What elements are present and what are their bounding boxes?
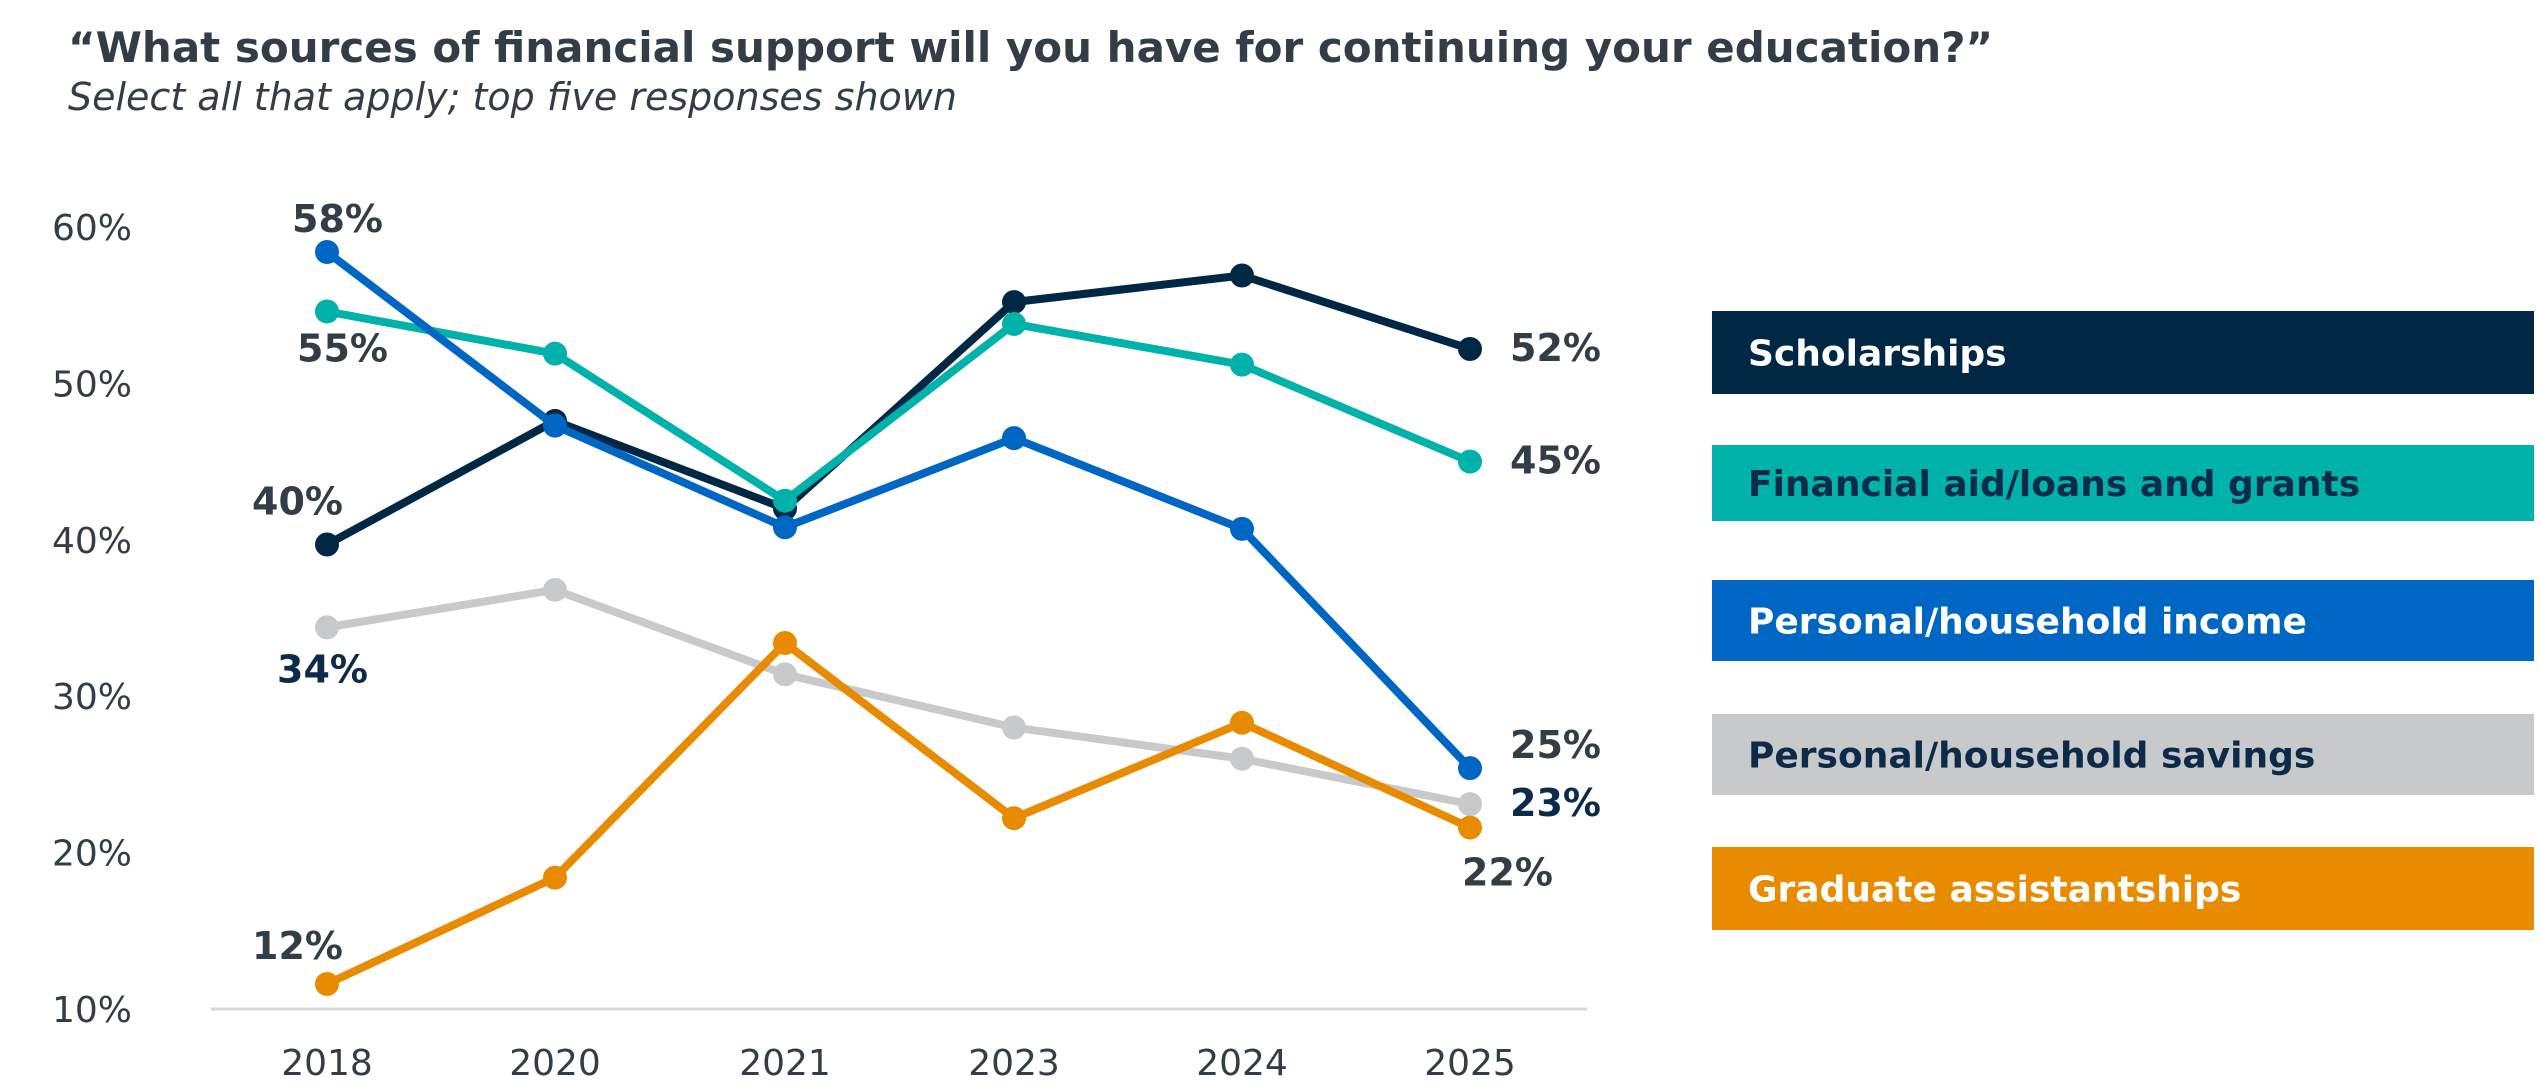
data-label: 40% <box>252 479 343 523</box>
data-point-personal-household-savings <box>773 662 797 687</box>
data-label: 58% <box>292 197 383 241</box>
data-point-personal-household-income <box>773 515 797 540</box>
data-point-financial-aid-loans-and-grants <box>1458 449 1482 474</box>
legend-label: Financial aid/loans and grants <box>1748 464 2360 505</box>
data-point-personal-household-savings <box>1002 715 1026 740</box>
legend-label: Personal/household income <box>1748 602 2307 643</box>
series-line-scholarships <box>325 271 1472 549</box>
data-label: 52% <box>1510 326 1601 370</box>
legend-item-personal-household-income: Personal/household income <box>1712 580 2534 661</box>
data-point-financial-aid-loans-and-grants <box>543 341 567 366</box>
data-label: 45% <box>1510 439 1601 483</box>
y-tick-label: 40% <box>52 521 132 562</box>
data-label: 12% <box>252 924 343 968</box>
x-tick-label: 2025 <box>1424 1043 1516 1084</box>
chart-title: “What sources of financial support will … <box>68 23 1993 72</box>
x-tick-label: 2024 <box>1196 1043 1288 1084</box>
data-point-scholarships <box>1002 290 1026 315</box>
data-label: 22% <box>1462 851 1553 895</box>
legend-swatch <box>1712 580 2534 661</box>
data-point-graduate-assistantships <box>1230 710 1254 735</box>
data-point-financial-aid-loans-and-grants <box>315 299 339 324</box>
series-line-personal-household-savings <box>326 585 1471 809</box>
data-point-scholarships <box>1458 336 1482 361</box>
data-point-personal-household-income <box>1230 516 1254 541</box>
data-label: 55% <box>297 326 388 370</box>
x-tick-label: 2018 <box>281 1043 373 1084</box>
data-point-graduate-assistantships <box>773 631 797 656</box>
y-tick-label: 30% <box>52 677 132 718</box>
legend-swatch <box>1712 714 2534 795</box>
data-point-personal-household-savings <box>1230 746 1254 771</box>
data-point-personal-household-income <box>1002 426 1026 451</box>
x-tick-label: 2021 <box>739 1043 831 1084</box>
legend-label: Graduate assistantships <box>1748 870 2241 911</box>
data-point-personal-household-savings <box>1458 792 1482 817</box>
chart-subtitle: Select all that apply; top five response… <box>68 75 957 119</box>
data-point-personal-household-income <box>315 240 339 265</box>
data-point-graduate-assistantships <box>315 971 339 996</box>
data-point-graduate-assistantships <box>1002 806 1026 831</box>
legend-item-personal-household-savings: Personal/household savings <box>1712 714 2534 795</box>
data-point-personal-household-savings <box>543 577 567 602</box>
data-label: 25% <box>1510 723 1601 767</box>
legend-label: Personal/household savings <box>1748 736 2315 777</box>
data-point-graduate-assistantships <box>1458 815 1482 840</box>
y-tick-label: 50% <box>52 364 132 405</box>
legend-item-scholarships: Scholarships <box>1712 311 2534 394</box>
data-point-financial-aid-loans-and-grants <box>773 488 797 513</box>
data-point-scholarships <box>1230 263 1254 288</box>
legend-label: Scholarships <box>1748 334 2007 375</box>
data-point-personal-household-income <box>543 413 567 438</box>
legend-item-financial-aid-loans-and-grants: Financial aid/loans and grants <box>1712 445 2534 521</box>
y-tick-label: 60% <box>52 208 132 249</box>
legend-swatch <box>1712 445 2534 521</box>
x-tick-label: 2020 <box>509 1043 601 1084</box>
x-tick-label: 2023 <box>968 1043 1060 1084</box>
data-label: 34% <box>277 647 368 691</box>
data-point-personal-household-savings <box>315 615 339 640</box>
legend-item-graduate-assistantships: Graduate assistantships <box>1712 847 2534 930</box>
y-tick-label: 10% <box>52 990 132 1031</box>
data-point-graduate-assistantships <box>543 865 567 890</box>
legend-swatch <box>1712 311 2534 394</box>
data-point-scholarships <box>315 532 339 557</box>
data-point-financial-aid-loans-and-grants <box>1002 311 1026 336</box>
series-line-financial-aid-loans-and-grants <box>326 307 1472 505</box>
series-line-graduate-assistantships <box>325 639 1472 988</box>
y-tick-label: 20% <box>52 834 132 875</box>
data-label: 23% <box>1510 781 1601 825</box>
legend-swatch <box>1712 847 2534 930</box>
data-point-financial-aid-loans-and-grants <box>1230 352 1254 377</box>
series-line-personal-household-income <box>324 248 1473 771</box>
data-point-personal-household-income <box>1458 756 1482 781</box>
